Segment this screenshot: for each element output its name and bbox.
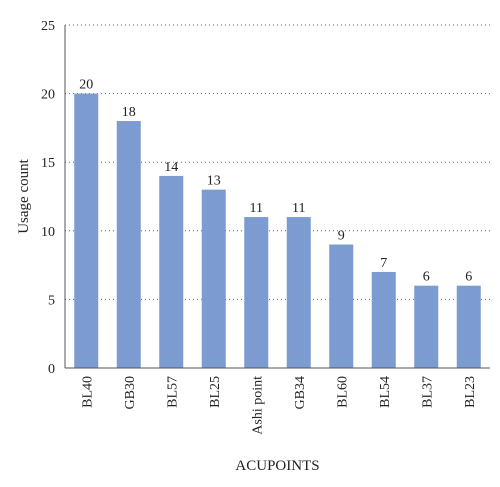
x-tick-label: BL57 [165,376,180,408]
y-tick-label: 15 [41,156,55,171]
y-axis-title: Usage count [16,158,32,233]
gridlines [65,24,490,300]
bar [286,217,311,368]
x-tick-label: BL60 [335,376,350,408]
data-label: 6 [465,270,472,285]
x-tick-label: BL40 [80,376,95,408]
bar [74,93,99,368]
y-axis-ticks: 0 5 10 15 20 25 [41,19,55,377]
y-tick-label: 0 [48,362,55,377]
data-label: 7 [380,256,387,271]
bar [414,285,439,368]
x-axis-ticks: BL40 GB30 BL57 BL25 Ashi point GB34 BL60 BL54 BL… [80,376,478,435]
bar [116,121,141,368]
data-label: 13 [207,174,221,189]
data-labels: 20 18 14 13 11 11 9 7 6 6 [79,78,472,285]
bar [456,285,481,368]
bar [201,189,226,368]
bar [371,271,396,368]
data-label: 11 [250,201,263,216]
y-tick-label: 25 [41,19,55,34]
y-tick-label: 10 [41,225,55,240]
data-label: 20 [79,78,93,93]
data-label: 6 [423,270,430,285]
x-tick-label: BL23 [463,376,478,408]
bar [244,217,269,368]
x-tick-label: BL25 [208,376,223,408]
bar [329,244,354,368]
x-tick-label: GB30 [123,376,138,409]
x-tick-label: GB34 [293,376,308,409]
data-label: 9 [338,229,345,244]
bars [74,93,481,368]
x-tick-label: Ashi point [250,376,265,435]
x-tick-label: BL37 [420,376,435,408]
x-tick-label: BL54 [378,376,393,408]
data-label: 11 [292,201,305,216]
y-tick-label: 5 [48,293,55,308]
y-tick-label: 20 [41,88,55,103]
bar [159,175,184,368]
data-label: 18 [122,105,136,120]
x-axis-title: ACUPOINTS [235,458,319,474]
data-label: 14 [164,160,178,175]
